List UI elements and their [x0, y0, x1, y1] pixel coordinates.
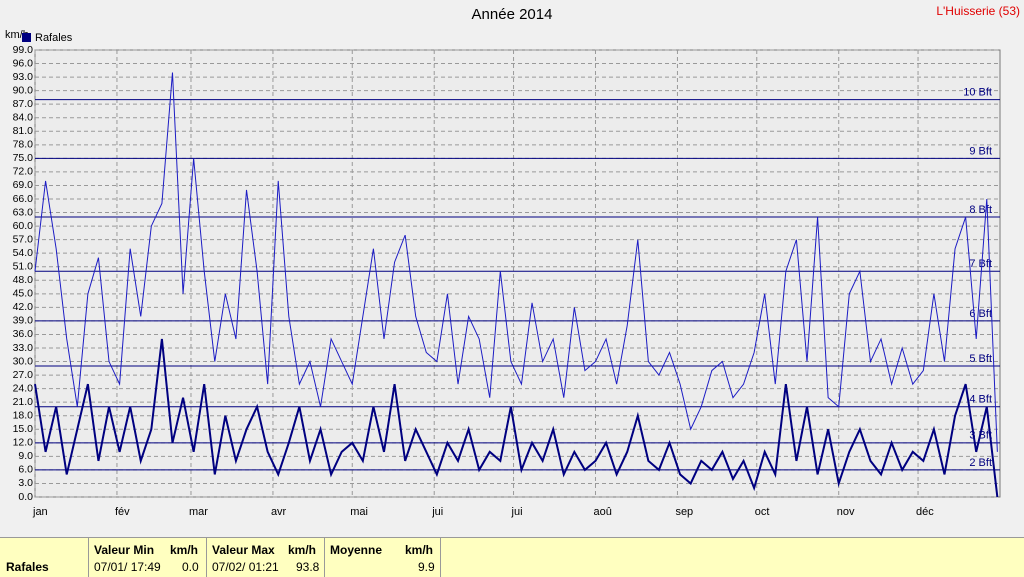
y-tick-label: 63.0	[13, 206, 34, 218]
chart: Année 2014 L'Huisserie (53) km/h Rafales…	[5, 4, 1020, 518]
y-tick-label: 66.0	[13, 193, 34, 205]
series-line	[34, 72, 998, 452]
header: km/h	[405, 543, 434, 557]
y-tick-label: 60.0	[13, 220, 34, 232]
cell: 0.0	[182, 560, 199, 574]
y-tick-label: 69.0	[13, 179, 34, 191]
beaufort-label: 4 Bft	[969, 394, 992, 406]
beaufort-label: 5 Bft	[969, 353, 992, 365]
x-tick-label: jan	[32, 506, 48, 518]
header: Valeur Min	[94, 543, 155, 557]
y-tick-label: 42.0	[13, 301, 34, 313]
y-tick-label: 3.0	[18, 477, 33, 489]
beaufort-label: 10 Bft	[963, 87, 992, 99]
y-tick-label: 39.0	[13, 315, 34, 327]
y-tick-label: 9.0	[18, 450, 33, 462]
x-tick-label: sep	[675, 506, 693, 518]
x-tick-label: mar	[189, 506, 208, 518]
beaufort-label: 7 Bft	[969, 258, 992, 270]
y-tick-label: 90.0	[13, 84, 34, 96]
y-tick-label: 45.0	[13, 288, 34, 300]
plot-area	[34, 49, 1001, 498]
station: L'Huisserie (53)	[936, 4, 1020, 18]
legend-swatch	[22, 33, 31, 42]
chart-title: Année 2014	[472, 6, 553, 23]
y-tick-label: 72.0	[13, 166, 34, 178]
y-tick-label: 54.0	[13, 247, 34, 259]
legend-label: Rafales	[35, 32, 73, 44]
y-tick-label: 78.0	[13, 139, 34, 151]
header: Valeur Max	[212, 543, 275, 557]
x-tick-label: mai	[350, 506, 368, 518]
beaufort-label: 6 Bft	[969, 308, 992, 320]
summary-panel: Rafales Valeur Min km/h 07/01/ 17:49 0.0…	[0, 537, 1024, 577]
y-tick-label: 75.0	[13, 152, 34, 164]
x-tick-label: aoû	[593, 506, 611, 518]
x-tick-label: jui	[511, 506, 523, 518]
cell: 9.9	[418, 560, 435, 574]
beaufort-label: 8 Bft	[969, 204, 992, 216]
x-tick-label: avr	[271, 506, 287, 518]
y-tick-label: 87.0	[13, 98, 34, 110]
y-tick-label: 15.0	[13, 423, 34, 435]
y-tick-label: 27.0	[13, 369, 34, 381]
y-tick-label: 81.0	[13, 125, 34, 137]
y-tick-label: 48.0	[13, 274, 34, 286]
y-tick-label: 84.0	[13, 112, 34, 124]
summary-label: Rafales	[6, 560, 49, 574]
x-tick-label: nov	[837, 506, 855, 518]
y-tick-label: 0.0	[18, 491, 33, 503]
series-line	[34, 338, 999, 498]
y-tick-label: 21.0	[13, 396, 34, 408]
beaufort-label: 2 Bft	[969, 457, 992, 469]
beaufort-label: 9 Bft	[969, 145, 992, 157]
y-tick-label: 30.0	[13, 355, 34, 367]
x-tick-label: oct	[755, 506, 770, 518]
header: km/h	[288, 543, 317, 557]
y-tick-label: 96.0	[13, 57, 34, 69]
y-tick-label: 6.0	[18, 464, 33, 476]
header: km/h	[170, 543, 199, 557]
y-tick-label: 57.0	[13, 233, 34, 245]
x-tick-label: déc	[916, 506, 934, 518]
header: Moyenne	[330, 543, 383, 557]
y-tick-label: 51.0	[13, 261, 34, 273]
cell: 93.8	[296, 560, 320, 574]
x-tick-label: fév	[115, 506, 130, 518]
y-tick-label: 18.0	[13, 410, 34, 422]
cell: 07/01/ 17:49	[94, 560, 161, 574]
y-tick-label: 93.0	[13, 71, 34, 83]
y-tick-label: 99.0	[13, 44, 34, 56]
x-tick-label: jui	[431, 506, 443, 518]
y-tick-label: 36.0	[13, 328, 34, 340]
cell: 07/02/ 01:21	[212, 560, 279, 574]
y-tick-label: 33.0	[13, 342, 34, 354]
y-tick-label: 24.0	[13, 382, 34, 394]
y-tick-label: 12.0	[13, 437, 34, 449]
